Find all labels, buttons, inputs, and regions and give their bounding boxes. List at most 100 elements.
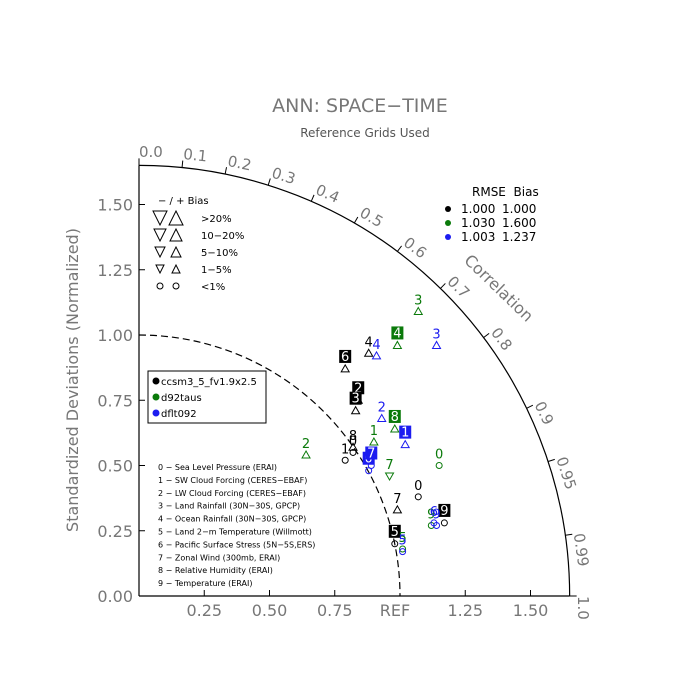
y-tick-label: 0.00 bbox=[97, 587, 133, 606]
data-point: 7 bbox=[384, 458, 395, 481]
data-point: 0 bbox=[414, 479, 422, 501]
corr-tick-mark bbox=[526, 404, 534, 409]
data-point: 5 bbox=[398, 534, 407, 556]
case-name: ccsm3_5_fv1.9x2.5 bbox=[161, 377, 257, 388]
bias-negative-marker bbox=[154, 246, 166, 259]
rmse-bias-header: RMSE Bias bbox=[472, 185, 539, 199]
chart-subtitle: Reference Grids Used bbox=[300, 126, 430, 140]
point-marker bbox=[340, 363, 351, 373]
case-color-dot bbox=[152, 377, 160, 385]
point-marker bbox=[433, 522, 441, 530]
variable-list-item: 6 − Pacific Surface Stress (5N−5S,ERS) bbox=[158, 540, 315, 549]
point-label: 9 bbox=[432, 508, 440, 523]
bias-positive-marker bbox=[171, 263, 181, 274]
variable-list-item: 8 − Relative Humidity (ERAI) bbox=[158, 566, 273, 575]
case-name: d92taus bbox=[161, 393, 202, 404]
variable-list-item: 7 − Zonal Wind (300mb, ERAI) bbox=[158, 553, 280, 562]
y-tick-label: 0.75 bbox=[97, 391, 133, 410]
bias-legend-row-label: >20% bbox=[201, 214, 232, 225]
x-tick-label: 1.50 bbox=[513, 601, 549, 620]
point-label-box bbox=[365, 446, 378, 460]
y-tick-label: 1.25 bbox=[97, 261, 133, 280]
variable-list-item: 1 − SW Cloud Forcing (CERES−EBAF) bbox=[158, 476, 307, 485]
point-label-box bbox=[399, 425, 412, 439]
point-label: 2 bbox=[302, 437, 310, 452]
point-label: 7 bbox=[393, 492, 401, 507]
bias-legend-rows: >20% 10−20% 5−10% 1−5% <1% bbox=[152, 209, 244, 293]
variable-list-item: 5 − Land 2−m Temperature (Willmott) bbox=[158, 528, 312, 537]
bias-negative-marker bbox=[153, 228, 167, 243]
point-marker bbox=[400, 439, 411, 449]
point-marker bbox=[384, 472, 395, 481]
data-point: 5 bbox=[398, 531, 407, 553]
y-tick-label: 0.25 bbox=[97, 522, 133, 541]
point-label-box bbox=[349, 391, 362, 405]
y-tick-label: 1.50 bbox=[97, 196, 133, 215]
point-label: 1 bbox=[370, 424, 378, 439]
reference-std-arc bbox=[138, 334, 401, 597]
point-marker bbox=[414, 493, 422, 501]
bias-value: 1.237 bbox=[502, 230, 536, 244]
point-label: 8 bbox=[391, 410, 399, 425]
point-marker bbox=[389, 423, 400, 433]
point-label: 4 bbox=[365, 335, 373, 350]
point-label: 2 bbox=[354, 381, 362, 396]
variable-list-item: 2 − LW Cloud Forcing (CERES−EBAF) bbox=[158, 489, 306, 498]
corr-tick-label: 0.3 bbox=[270, 164, 298, 188]
data-point: 9 bbox=[438, 504, 451, 527]
data-point: 8 bbox=[388, 409, 401, 433]
axes-layer bbox=[138, 164, 571, 597]
point-label: 9 bbox=[440, 504, 448, 519]
ref-label: REF bbox=[380, 601, 410, 620]
case-legend-rows: ccsm3_5_fv1.9x2.5 d92taus dflt092 bbox=[152, 377, 257, 420]
bias-negative-marker bbox=[155, 264, 165, 275]
point-label-box bbox=[388, 409, 401, 423]
corr-tick-mark bbox=[224, 167, 228, 175]
data-point: 4 bbox=[371, 338, 382, 360]
variable-list-item: 9 − Temperature (ERAI) bbox=[158, 579, 252, 588]
chart-title: ANN: SPACE−TIME bbox=[272, 95, 448, 117]
data-point: 0 bbox=[349, 434, 357, 456]
rmse-value: 1.003 bbox=[461, 230, 495, 244]
corr-tick-mark bbox=[267, 178, 271, 186]
point-marker bbox=[392, 340, 403, 349]
point-label: 9 bbox=[427, 508, 435, 523]
point-label: 3 bbox=[414, 294, 422, 309]
data-point: 5 bbox=[388, 524, 401, 548]
bias-legend-row-label: 10−20% bbox=[201, 231, 244, 242]
variable-list: 0 − Sea Level Pressure (ERAI) 1 − SW Clou… bbox=[158, 463, 315, 588]
point-label: 0 bbox=[349, 434, 357, 449]
data-point: 6 bbox=[339, 349, 352, 373]
corr-tick-mark bbox=[565, 533, 573, 536]
point-marker bbox=[413, 306, 424, 316]
point-label: 0 bbox=[414, 479, 422, 494]
case-color-dot bbox=[152, 409, 160, 417]
data-point: 7 bbox=[392, 492, 403, 514]
y-axis-label: Standardized Deviations (Normalized) bbox=[63, 228, 82, 532]
variable-list-item: 0 − Sea Level Pressure (ERAI) bbox=[158, 463, 277, 472]
data-point: 7 bbox=[365, 446, 378, 469]
rmse-value: 1.000 bbox=[461, 202, 495, 216]
data-point: 1 bbox=[369, 424, 379, 446]
x-tick-label: 0.25 bbox=[186, 601, 222, 620]
bias-legend-row-label: 1−5% bbox=[201, 265, 232, 276]
data-point: 0 bbox=[435, 448, 443, 469]
point-label-box bbox=[352, 381, 365, 395]
rmse-row-dot bbox=[445, 206, 451, 212]
point-marker bbox=[376, 413, 387, 423]
point-marker bbox=[431, 340, 442, 349]
case-color-dot bbox=[152, 393, 160, 401]
point-label: 6 bbox=[430, 505, 438, 520]
point-label: 4 bbox=[393, 326, 401, 341]
bias-value: 1.000 bbox=[502, 202, 536, 216]
point-marker bbox=[301, 450, 311, 459]
point-label: 7 bbox=[367, 447, 375, 462]
corr-tick-mark bbox=[310, 194, 315, 202]
point-label-box bbox=[391, 326, 404, 340]
point-label: 2 bbox=[378, 401, 386, 416]
point-marker bbox=[435, 462, 443, 469]
point-label-box bbox=[339, 349, 352, 363]
corr-tick-label: 0.7 bbox=[444, 272, 474, 302]
corr-tick-label: 0.8 bbox=[487, 324, 516, 354]
